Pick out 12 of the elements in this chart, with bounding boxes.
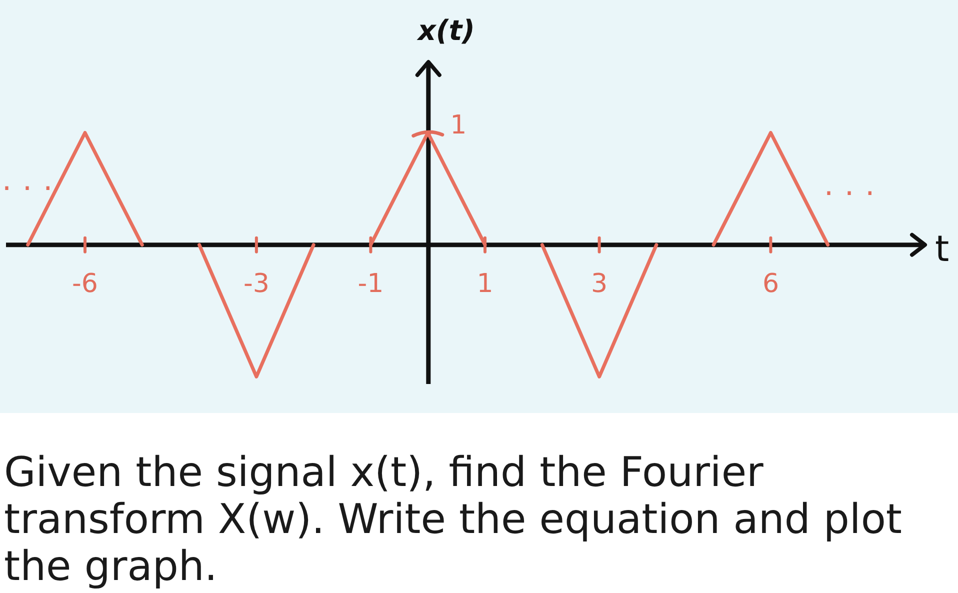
- x-tick-label: 3: [591, 268, 608, 299]
- x-tick-label: 6: [762, 268, 779, 299]
- y-axis-title: x(t): [416, 14, 475, 47]
- x-tick-label: -6: [72, 268, 98, 299]
- annotation: 1: [450, 110, 467, 141]
- annotation: ...: [2, 162, 64, 198]
- annotation: ...: [824, 168, 886, 203]
- x-axis-title: t: [934, 228, 950, 270]
- x-tick-label: -3: [243, 268, 270, 299]
- x-tick-label: -1: [358, 268, 384, 299]
- text: Given the signal x(t), find the Fourier transform X(w). Write the equation and plot the graph.: [4, 448, 903, 590]
- x-tick-label: 1: [476, 268, 494, 299]
